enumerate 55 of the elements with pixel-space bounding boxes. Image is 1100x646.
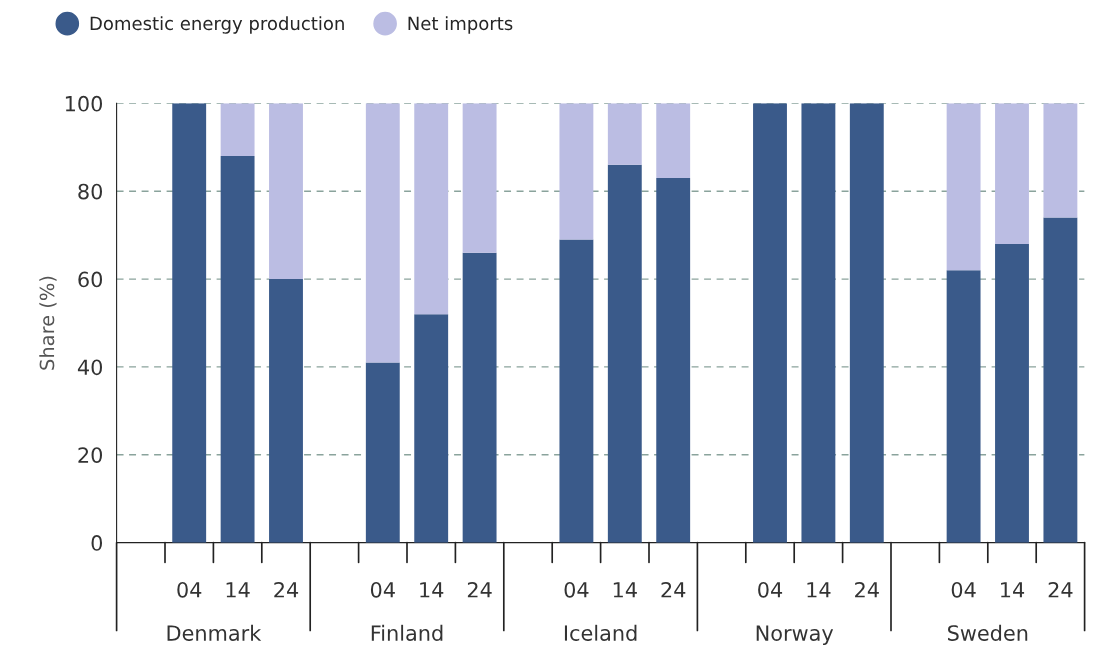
text: Iceland [564, 624, 637, 641]
x-tick-label: 24 [1048, 581, 1073, 598]
x-tick-label: 24 [661, 581, 686, 598]
x-tick-label: 04 [370, 581, 395, 598]
bar [607, 103, 642, 165]
y-tick-label: 40 [77, 359, 103, 376]
bar [995, 103, 1029, 244]
bar [995, 243, 1029, 543]
text: Finland [371, 624, 443, 641]
bar [220, 103, 255, 157]
bar [607, 164, 642, 543]
x-tick-label: 24 [274, 581, 299, 598]
y-tick-label: 100 [65, 95, 103, 112]
x-tick-label: 04 [564, 581, 589, 598]
x-tick-label: 04 [177, 581, 202, 598]
bar [220, 156, 255, 543]
bar [753, 103, 787, 543]
bar [946, 270, 981, 543]
bar [849, 103, 884, 543]
y-tick-label: 20 [78, 447, 103, 463]
bar [559, 239, 594, 543]
bar [1043, 217, 1078, 543]
bar [801, 103, 836, 543]
x-tick-label: 04 [951, 581, 976, 598]
y-axis-title: Share (%) [39, 276, 57, 370]
legend-label: Domestic energy production [90, 16, 344, 34]
x-tick-label: 04 [758, 581, 783, 598]
text: Norway [756, 625, 834, 645]
bar [365, 362, 400, 543]
bar [1043, 103, 1078, 218]
bar [462, 103, 497, 253]
x-tick-label: 14 [226, 582, 250, 598]
bar [946, 103, 981, 271]
text: Sweden [948, 624, 1028, 641]
bar [462, 252, 497, 543]
y-tick-label: 80 [78, 183, 103, 200]
x-tick-label: 14 [420, 582, 444, 598]
text: Denmark [167, 624, 262, 641]
bar [365, 103, 400, 363]
y-tick-label: 60 [78, 271, 103, 288]
bar [559, 103, 594, 240]
bar [269, 103, 303, 280]
legend-label: Net imports [408, 16, 513, 34]
x-tick-label: 24 [467, 581, 492, 598]
x-tick-label: 24 [855, 581, 879, 598]
x-tick-label: 14 [613, 582, 637, 598]
bar [414, 103, 449, 315]
x-tick-label: 14 [807, 582, 831, 598]
x-tick-label: 14 [1001, 582, 1025, 598]
bar [656, 178, 691, 543]
bar [172, 103, 207, 543]
bar [414, 314, 449, 543]
bar [269, 279, 303, 543]
y-tick-label: 0 [91, 535, 103, 551]
bar [656, 103, 691, 179]
